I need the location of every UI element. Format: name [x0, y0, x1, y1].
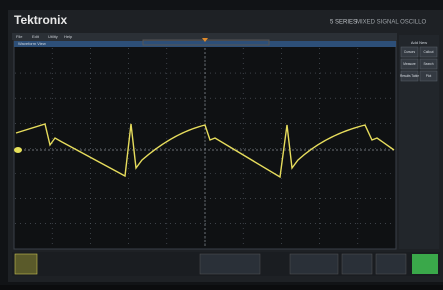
menu-item[interactable]: File — [16, 34, 23, 39]
brand: Tektronix — [14, 13, 67, 27]
channel-badge[interactable] — [15, 254, 37, 274]
side-button-label[interactable]: Callout — [424, 50, 434, 54]
series: 5 SERIES — [330, 20, 357, 26]
menu-item[interactable]: Edit — [32, 34, 40, 39]
side-button-label[interactable]: Results Table — [400, 74, 419, 78]
menu-item[interactable]: Help — [64, 34, 73, 39]
menu-item[interactable]: Utility — [48, 34, 58, 39]
side-panel-title: Add New — [411, 40, 427, 45]
run-stop[interactable] — [412, 254, 438, 274]
status-badge[interactable] — [376, 254, 406, 274]
oscilloscope-screen: Tektronix 5 SERIES MIXED SIGNAL OSCILLO … — [0, 0, 443, 285]
product: MIXED SIGNAL OSCILLO — [356, 20, 426, 26]
side-button-label[interactable]: Plot — [426, 74, 432, 78]
trigger-badge[interactable] — [290, 254, 338, 274]
horizontal-badge[interactable] — [200, 254, 260, 274]
channel-marker[interactable] — [14, 147, 22, 153]
page: Tektronix 5 SERIES MIXED SIGNAL OSCILLO … — [0, 0, 443, 285]
side-button-label[interactable]: Measure — [403, 62, 416, 66]
side-button-label[interactable]: Cursors — [404, 50, 416, 54]
acquisition-badge[interactable] — [342, 254, 372, 274]
side-button-label[interactable]: Search — [423, 62, 433, 66]
view-title: Waveform View — [18, 41, 46, 46]
